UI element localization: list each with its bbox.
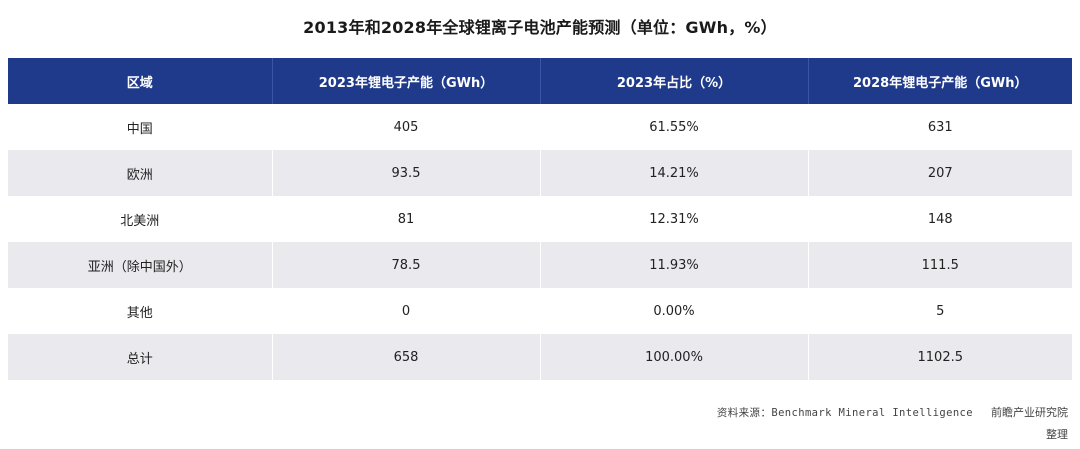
cell-capacity-2023: 0 [272, 288, 541, 334]
cell-region: 欧洲 [8, 150, 273, 196]
cell-share-2023: 14.21% [540, 150, 809, 196]
table-row: 亚洲（除中国外） 78.5 11.93% 111.5 [8, 242, 1072, 288]
cell-capacity-2028: 631 [808, 104, 1072, 150]
table-title: 2013年和2028年全球锂离子电池产能预测（单位：GWh，%） [303, 18, 777, 37]
cell-capacity-2028: 148 [808, 196, 1072, 242]
table-row: 其他 0 0.00% 5 [8, 288, 1072, 334]
cell-region: 亚洲（除中国外） [8, 242, 273, 288]
cell-capacity-2028: 207 [808, 150, 1072, 196]
organization-suffix: 整理 [1046, 428, 1068, 441]
table-row: 中国 405 61.55% 631 [8, 104, 1072, 150]
cell-region: 中国 [8, 104, 273, 150]
table-row-total: 总计 658 100.00% 1102.5 [8, 334, 1072, 380]
source-note: 资料来源：Benchmark Mineral Intelligence 前瞻产业研… [717, 402, 1068, 446]
column-header-capacity-2023: 2023年锂电子产能（GWh） [272, 58, 541, 104]
cell-capacity-2028: 1102.5 [808, 334, 1072, 380]
column-header-share-2023: 2023年占比（%） [540, 58, 809, 104]
table-row: 欧洲 93.5 14.21% 207 [8, 150, 1072, 196]
cell-region: 其他 [8, 288, 273, 334]
capacity-table: 区域 2023年锂电子产能（GWh） 2023年占比（%） 2028年锂电子产能… [8, 58, 1072, 380]
cell-region: 北美洲 [8, 196, 273, 242]
cell-share-2023: 0.00% [540, 288, 809, 334]
source-text: 资料来源：Benchmark Mineral Intelligence [716, 407, 973, 419]
cell-share-2023: 12.31% [540, 196, 809, 242]
column-header-capacity-2028: 2028年锂电子产能（GWh） [808, 58, 1072, 104]
cell-share-2023: 61.55% [540, 104, 809, 150]
cell-capacity-2023: 405 [272, 104, 541, 150]
table-row: 北美洲 81 12.31% 148 [8, 196, 1072, 242]
cell-capacity-2023: 81 [272, 196, 541, 242]
cell-capacity-2028: 111.5 [808, 242, 1072, 288]
table-header-row: 区域 2023年锂电子产能（GWh） 2023年占比（%） 2028年锂电子产能… [8, 58, 1072, 104]
organization-text: 前瞻产业研究院 [991, 406, 1068, 419]
cell-share-2023: 100.00% [540, 334, 809, 380]
cell-capacity-2028: 5 [808, 288, 1072, 334]
cell-capacity-2023: 78.5 [272, 242, 541, 288]
column-header-region: 区域 [8, 58, 273, 104]
cell-share-2023: 11.93% [540, 242, 809, 288]
cell-capacity-2023: 658 [272, 334, 541, 380]
cell-capacity-2023: 93.5 [272, 150, 541, 196]
cell-region: 总计 [8, 334, 273, 380]
